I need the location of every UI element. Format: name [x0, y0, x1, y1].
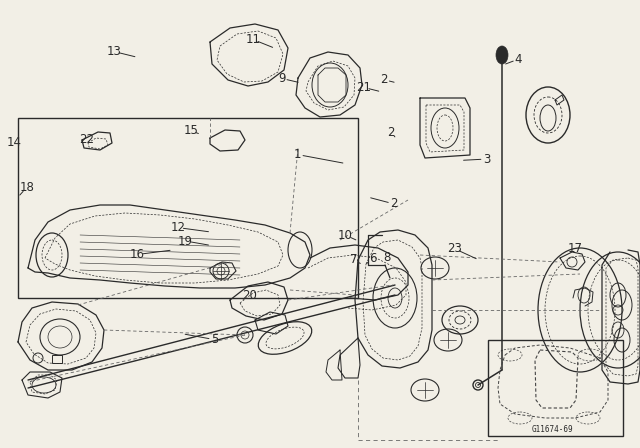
Text: 4: 4 [515, 52, 522, 66]
Text: 8: 8 [383, 251, 391, 264]
Text: 9: 9 [278, 72, 285, 85]
Text: 11: 11 [245, 33, 260, 46]
Bar [18, 118, 358, 298]
Text: 16: 16 [130, 248, 145, 261]
Ellipse shape [496, 46, 508, 64]
Bar [488, 340, 623, 436]
Text: 7: 7 [349, 253, 357, 267]
Text: 6: 6 [369, 252, 376, 266]
Text: G11674-69: G11674-69 [531, 426, 573, 435]
Text: 10: 10 [338, 228, 353, 242]
Text: 1: 1 [294, 148, 301, 161]
Text: 5: 5 [211, 333, 218, 346]
Text: 17: 17 [567, 242, 582, 255]
Text: 23: 23 [447, 242, 462, 255]
Text: 14: 14 [6, 136, 22, 149]
Text: 13: 13 [106, 45, 122, 58]
Text: 2: 2 [387, 125, 394, 139]
Text: 12: 12 [170, 221, 186, 234]
Text: 22: 22 [79, 133, 94, 146]
Text: 2: 2 [380, 73, 388, 86]
Bar [52, 355, 62, 363]
Text: 3: 3 [483, 152, 490, 166]
Text: 15: 15 [183, 124, 198, 138]
Text: 20: 20 [242, 289, 257, 302]
Text: 18: 18 [19, 181, 35, 194]
Text: 21: 21 [356, 81, 371, 94]
Text: 19: 19 [178, 234, 193, 248]
Text: 2: 2 [390, 197, 397, 211]
